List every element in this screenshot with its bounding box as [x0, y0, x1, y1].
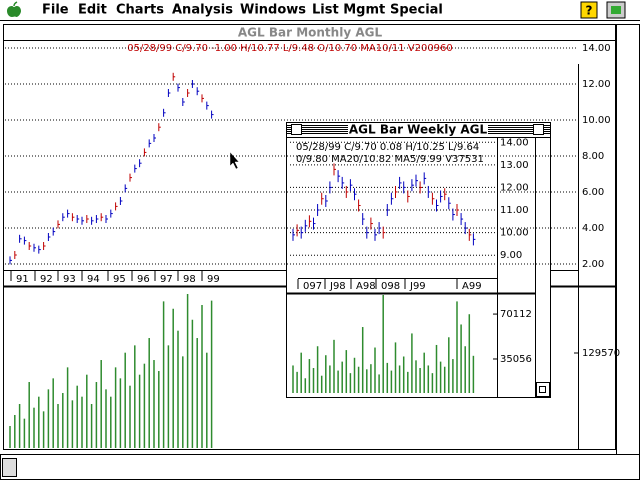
apple-logo — [7, 6, 21, 17]
x-tick-label: 098 — [381, 281, 400, 292]
x-tick-label: 97 — [160, 274, 173, 285]
y-tick-label: 12.00 — [582, 79, 611, 90]
y-tick-label: 11.00 — [500, 205, 529, 216]
x-tick-label: 91 — [16, 274, 29, 285]
zoom-box[interactable] — [533, 124, 544, 135]
y-tick-label: 14.00 — [500, 137, 529, 148]
weekly-info-2: 0/9.80 MA20/10.82 MA5/9.99 V37531 — [296, 154, 484, 165]
x-tick-label: J98 — [329, 281, 346, 292]
y-tick-label: 2.00 — [582, 259, 604, 270]
weekly-title-bar — [287, 123, 550, 137]
x-tick-label: 92 — [40, 274, 53, 285]
y-tick-label: 10.00 — [500, 228, 529, 239]
x-tick-label: 93 — [63, 274, 76, 285]
x-tick-label: A98 — [356, 281, 376, 292]
x-tick-label: 94 — [87, 274, 100, 285]
menu-item[interactable]: List Mgmt — [312, 3, 385, 18]
x-tick-label: 96 — [137, 274, 150, 285]
menu-item[interactable]: Charts — [116, 3, 164, 18]
x-tick-label: 097 — [303, 281, 322, 292]
y-tick-label: 4.00 — [582, 223, 604, 234]
weekly-window — [286, 122, 551, 398]
weekly-info-1: 05/28/99 C/9.70 0.08 H/10.25 L/9.64 — [296, 142, 479, 153]
y-tick-label: 13.00 — [500, 160, 529, 171]
close-box[interactable] — [291, 124, 302, 135]
x-tick-label: 99 — [207, 274, 220, 285]
menu-item[interactable]: Analysis — [172, 3, 233, 18]
menu-item[interactable]: Special — [390, 3, 443, 18]
y-tick-label: 12.00 — [500, 182, 529, 193]
menu-item[interactable]: File — [42, 3, 69, 18]
menu-item[interactable]: Windows — [240, 3, 306, 18]
weekly-title: AGL Bar Weekly AGL — [349, 123, 488, 137]
x-tick-label: J99 — [409, 281, 426, 292]
apple-leaf — [13, 1, 18, 7]
app-icon-inner — [611, 6, 621, 14]
monthly-title: AGL Bar Monthly AGL — [238, 26, 383, 40]
y-tick-label: 9.00 — [500, 250, 522, 261]
volume-tick-label: 129570 — [582, 348, 620, 359]
x-tick-label: 95 — [113, 274, 126, 285]
vertical-scrollbar[interactable] — [616, 24, 640, 455]
menu-bar — [0, 0, 640, 20]
apple-menu[interactable] — [7, 1, 21, 17]
volume-tick-label: 35056 — [500, 354, 532, 365]
x-tick-label: 98 — [183, 274, 196, 285]
help-glyph: ? — [586, 4, 593, 18]
y-tick-label: 10.00 — [582, 115, 611, 126]
grow-box[interactable] — [536, 382, 550, 397]
horizontal-scrollbar[interactable] — [0, 454, 640, 480]
menu-item[interactable]: Edit — [78, 3, 107, 18]
help-icon[interactable] — [580, 1, 598, 19]
title-backdrop — [348, 123, 488, 137]
y-tick-label: 8.00 — [582, 151, 604, 162]
scroll-box[interactable] — [2, 458, 17, 477]
volume-tick-label: 70112 — [500, 309, 532, 320]
x-tick-label: A99 — [462, 281, 482, 292]
y-tick-label: 6.00 — [582, 187, 604, 198]
y-tick-label: 14.00 — [582, 43, 611, 54]
grow-glyph — [539, 386, 546, 393]
mouse-cursor — [229, 151, 240, 170]
